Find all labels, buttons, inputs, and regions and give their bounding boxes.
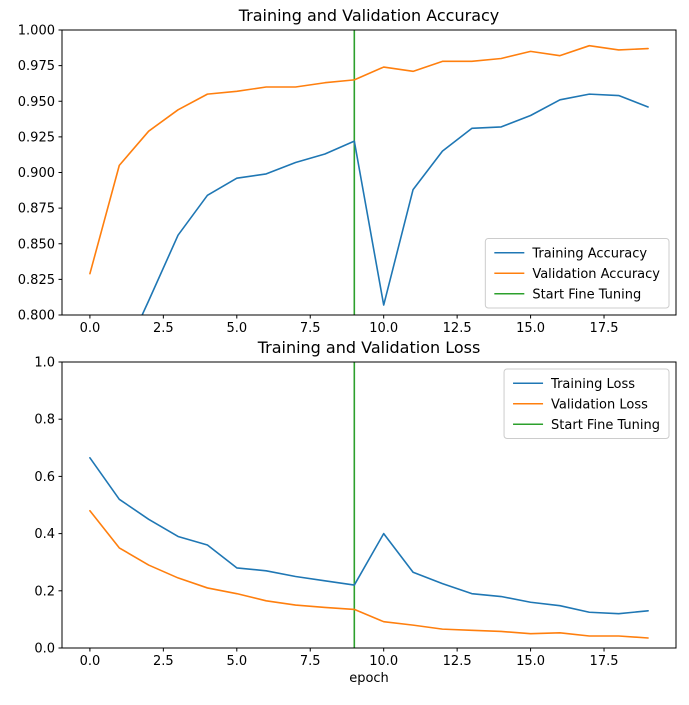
axes-spines [61,29,677,316]
y-tick-label: 0.875 [18,202,55,217]
y-tick-label: 0.950 [18,95,55,110]
y-tick-label: 0.825 [18,273,55,288]
legend-box [503,368,670,439]
x-tick-label: 5.0 [226,654,247,669]
legend-label: Training Loss [550,377,635,392]
legend-label: Validation Accuracy [532,267,660,282]
x-tick-label: 15.0 [516,321,545,336]
x-tick-label: 10.0 [369,321,398,336]
x-tick-label: 2.5 [153,654,174,669]
x-tick-label: 12.5 [443,654,472,669]
x-tick-label: 15.0 [516,654,545,669]
x-tick-label: 7.5 [300,654,321,669]
x-tick-label: 17.5 [590,654,619,669]
y-tick-label: 0.925 [18,130,55,145]
y-tick-label: 1.0 [34,356,55,371]
chart-title: Training and Validation Loss [257,338,481,357]
legend-label: Start Fine Tuning [532,287,641,302]
x-tick-label: 7.5 [300,321,321,336]
x-tick-label: 10.0 [369,654,398,669]
y-tick-label: 0.900 [18,166,55,181]
y-tick-label: 0.2 [34,584,55,599]
x-axis-label: epoch [349,671,389,686]
axes-spines [61,361,677,649]
chart-1: 0.0 2.5 5.0 7.5 10.0 12.5 15.0 17.5 0.0 0.2 0.4 0.6… [34,338,677,686]
legend-label: Training Accuracy [531,246,647,261]
y-tick-label: 0.975 [18,59,55,74]
legend-label: Validation Loss [551,397,648,412]
y-tick-label: 0.0 [34,642,55,657]
y-tick-label: 1.000 [18,24,55,39]
legend-label: Start Fine Tuning [551,418,660,433]
series-line-0 [89,457,649,615]
series-line-0 [141,93,649,315]
chart-title: Training and Validation Accuracy [238,6,500,25]
y-tick-label: 0.4 [34,527,55,542]
x-tick-label: 2.5 [153,321,174,336]
y-tick-label: 0.850 [18,237,55,252]
chart-0: 0.0 2.5 5.0 7.5 10.0 12.5 15.0 17.5 0.800 0.825 0.… [18,6,677,336]
legend-box [484,238,670,309]
x-tick-label: 5.0 [226,321,247,336]
y-tick-label: 0.800 [18,309,55,324]
x-tick-label: 0.0 [80,654,101,669]
x-tick-label: 0.0 [80,321,101,336]
series-line-1 [89,509,649,639]
y-tick-label: 0.6 [34,470,55,485]
x-tick-label: 17.5 [590,321,619,336]
y-tick-label: 0.8 [34,413,55,428]
series-line-1 [89,44,649,275]
x-tick-label: 12.5 [443,321,472,336]
